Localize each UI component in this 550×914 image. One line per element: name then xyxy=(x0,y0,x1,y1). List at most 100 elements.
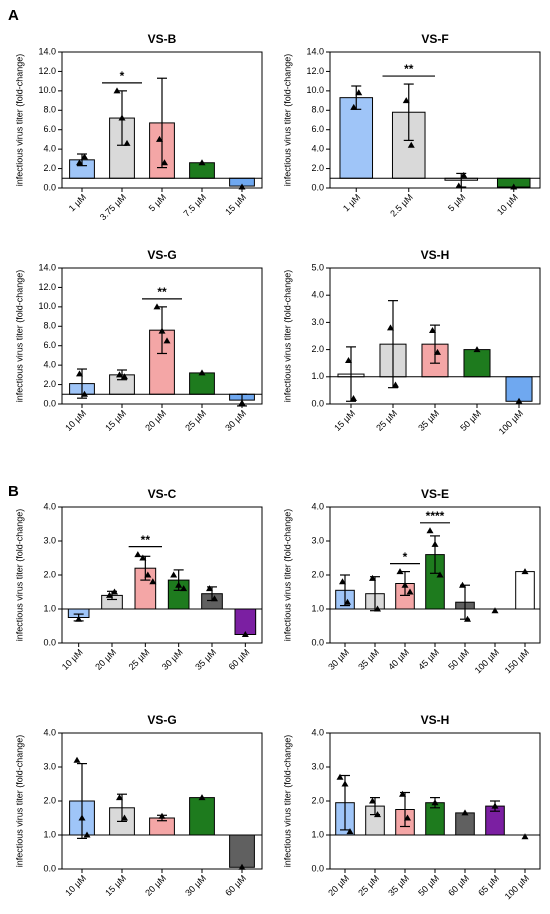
y-tick-label: 2.0 xyxy=(43,795,56,805)
data-point xyxy=(399,790,406,797)
y-tick-label: 3.0 xyxy=(43,761,56,771)
y-tick-label: 2.0 xyxy=(311,163,324,173)
chart-title: VS-G xyxy=(147,713,176,727)
y-tick-label: 2.0 xyxy=(311,569,324,579)
x-tick-label: 25 µM xyxy=(183,408,208,433)
data-point xyxy=(436,571,444,578)
data-point xyxy=(392,381,399,388)
y-tick-label: 6.0 xyxy=(43,124,56,134)
data-point xyxy=(431,540,439,547)
y-tick-label: 0.0 xyxy=(43,637,56,647)
y-tick-label: 2.0 xyxy=(43,569,56,579)
data-point xyxy=(111,588,118,595)
y-axis-label: infectious virus titer (fold-change) xyxy=(282,270,292,403)
x-tick-label: 35 µM xyxy=(193,647,218,672)
x-tick-label: 30 µM xyxy=(326,647,351,672)
x-tick-label: 65 µM xyxy=(476,873,501,898)
y-axis-label: infectious virus titer (fold-change) xyxy=(282,735,292,868)
significance-label: * xyxy=(403,550,408,564)
y-tick-label: 0.0 xyxy=(43,863,56,873)
y-tick-label: 1.0 xyxy=(311,371,324,381)
data-point xyxy=(350,103,358,110)
y-tick-label: 14.0 xyxy=(306,46,324,56)
x-tick-label: 100 µM xyxy=(497,408,525,436)
data-point xyxy=(455,182,463,189)
y-tick-label: 2.0 xyxy=(311,344,324,354)
data-point xyxy=(158,812,166,819)
y-tick-label: 0.0 xyxy=(311,637,324,647)
data-point xyxy=(198,794,206,801)
data-point xyxy=(156,135,163,142)
data-point xyxy=(431,799,439,806)
data-point xyxy=(521,833,529,840)
y-axis-label: infectious virus titer (fold-change) xyxy=(282,509,292,642)
panel-label: A xyxy=(8,7,19,24)
y-tick-label: 4.0 xyxy=(311,290,324,300)
data-point xyxy=(459,581,466,588)
y-tick-label: 5.0 xyxy=(311,262,324,272)
x-tick-label: 60 µM xyxy=(446,873,471,898)
y-tick-label: 1.0 xyxy=(43,603,56,613)
chart-title: VS-E xyxy=(421,487,449,501)
x-tick-label: 15 µM xyxy=(223,192,248,217)
y-tick-label: 3.0 xyxy=(311,317,324,327)
x-tick-label: 100 µM xyxy=(503,873,531,901)
x-tick-label: 25 µM xyxy=(356,873,381,898)
plot-frame xyxy=(329,506,541,644)
data-point xyxy=(401,581,409,588)
x-tick-label: 150 µM xyxy=(503,647,531,675)
x-tick-label: 5 µM xyxy=(446,192,467,213)
data-point xyxy=(198,369,206,376)
y-tick-label: 4.0 xyxy=(43,360,56,370)
x-tick-label: 15 µM xyxy=(103,873,128,898)
data-point xyxy=(153,303,161,310)
data-point xyxy=(369,797,376,804)
x-tick-label: 45 µM xyxy=(416,647,441,672)
y-tick-label: 2.0 xyxy=(43,379,56,389)
data-point xyxy=(344,598,351,605)
bar xyxy=(455,812,475,836)
y-tick-label: 0.0 xyxy=(43,398,56,408)
y-tick-label: 8.0 xyxy=(43,105,56,115)
y-tick-label: 4.0 xyxy=(43,501,56,511)
y-axis-label: infectious virus titer (fold-change) xyxy=(14,54,24,187)
data-point xyxy=(76,370,83,377)
data-point xyxy=(139,554,147,561)
x-tick-label: 30 µM xyxy=(183,873,208,898)
data-point xyxy=(345,356,352,363)
x-tick-label: 20 µM xyxy=(143,408,168,433)
y-tick-label: 14.0 xyxy=(38,46,56,56)
chart-title: VS-F xyxy=(421,32,448,46)
bar xyxy=(189,372,215,395)
y-tick-label: 1.0 xyxy=(311,603,324,613)
x-tick-label: 5 µM xyxy=(147,192,168,213)
data-point xyxy=(116,371,123,378)
data-point xyxy=(113,87,121,94)
y-tick-label: 2.0 xyxy=(311,795,324,805)
y-tick-label: 1.0 xyxy=(43,829,56,839)
x-tick-label: 40 µM xyxy=(386,647,411,672)
y-tick-label: 14.0 xyxy=(38,262,56,272)
significance-label: * xyxy=(120,69,125,83)
x-tick-label: 2.5 µM xyxy=(388,192,415,219)
data-point xyxy=(106,591,113,598)
x-tick-label: 50 µM xyxy=(416,873,441,898)
x-tick-label: 20 µM xyxy=(93,647,118,672)
y-tick-label: 4.0 xyxy=(311,727,324,737)
plot-frame xyxy=(61,506,263,644)
x-tick-label: 15 µM xyxy=(332,408,357,433)
data-point xyxy=(73,756,81,763)
y-axis-label: infectious virus titer (fold-change) xyxy=(282,54,292,187)
data-point xyxy=(170,571,178,578)
data-point xyxy=(149,578,157,585)
chart-title: VS-H xyxy=(421,248,450,262)
y-tick-label: 4.0 xyxy=(43,727,56,737)
plot-frame xyxy=(329,51,541,189)
data-point xyxy=(406,588,414,595)
data-point xyxy=(491,802,499,809)
x-tick-label: 35 µM xyxy=(416,408,441,433)
data-point xyxy=(175,581,183,588)
data-point xyxy=(161,159,168,166)
x-tick-label: 10 µM xyxy=(60,647,85,672)
panel-label: B xyxy=(8,483,19,500)
